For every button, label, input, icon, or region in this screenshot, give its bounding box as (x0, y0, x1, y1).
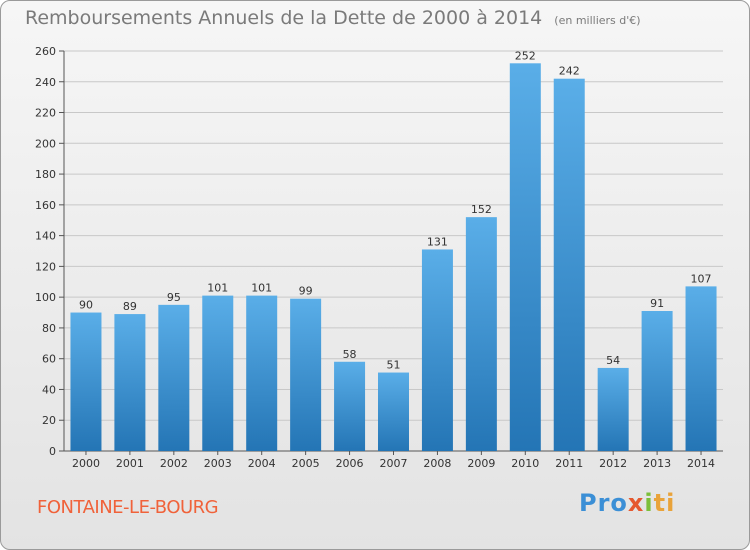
y-tick-label: 100 (35, 291, 56, 304)
x-tick-label-2008: 2008 (423, 457, 451, 470)
chart-title: Remboursements Annuels de la Dette de 20… (25, 7, 641, 29)
y-tick-label: 240 (35, 76, 56, 89)
x-tick-label-2002: 2002 (160, 457, 188, 470)
data-label-2004: 101 (251, 282, 272, 295)
data-label-2010: 252 (515, 49, 536, 62)
bar-2008 (421, 249, 453, 451)
bar-2007 (378, 372, 409, 451)
y-tick-label: 200 (35, 137, 56, 150)
data-label-2013: 91 (650, 297, 664, 310)
y-tick-label: 80 (42, 322, 56, 335)
bar-2009 (465, 217, 497, 451)
logo-part-4: ti (653, 489, 676, 517)
y-tick-label: 140 (35, 230, 56, 243)
x-tick-label-2014: 2014 (687, 457, 715, 470)
y-tick-label: 20 (42, 414, 56, 427)
data-label-2003: 101 (207, 282, 228, 295)
bar-2013 (641, 311, 673, 451)
x-tick-label-2009: 2009 (467, 457, 495, 470)
x-tick-label-2001: 2001 (116, 457, 144, 470)
bar-2005 (290, 298, 322, 451)
y-tick-label: 260 (35, 45, 56, 58)
y-tick-label: 0 (49, 445, 56, 458)
x-tick-label-2011: 2011 (555, 457, 583, 470)
bar-2012 (597, 367, 629, 451)
data-label-2012: 54 (606, 354, 620, 367)
data-label-2006: 58 (343, 348, 357, 361)
x-tick-label-2003: 2003 (204, 457, 232, 470)
bar-2014 (685, 286, 717, 451)
bar-2001 (114, 314, 146, 451)
chart-subtitle: (en milliers d'€) (554, 14, 641, 27)
x-tick-label-2000: 2000 (72, 457, 100, 470)
bar-2002 (158, 304, 190, 451)
chart-title-text: Remboursements Annuels de la Dette de 20… (25, 7, 543, 29)
data-label-2009: 152 (471, 203, 492, 216)
x-tick-label-2010: 2010 (511, 457, 539, 470)
y-tick-label: 40 (42, 383, 56, 396)
y-tick-label: 160 (35, 199, 56, 212)
y-tick-label: 60 (42, 353, 56, 366)
y-tick-label: 180 (35, 168, 56, 181)
x-tick-label-2005: 2005 (292, 457, 320, 470)
bar-2000 (70, 312, 102, 451)
x-tick-label-2006: 2006 (336, 457, 364, 470)
x-tick-label-2004: 2004 (248, 457, 276, 470)
data-label-2008: 131 (427, 235, 448, 248)
bar-2004 (246, 295, 278, 451)
bar-2011 (553, 78, 585, 451)
y-tick-label: 220 (35, 107, 56, 120)
proxiti-logo: Proxiti (579, 489, 675, 517)
bar-2010 (509, 63, 541, 452)
commune-name: FONTAINE-LE-BOURG (37, 497, 219, 518)
data-label-2002: 95 (167, 291, 181, 304)
data-label-2011: 242 (559, 65, 580, 78)
logo-part-2: x (627, 489, 645, 517)
logo-part-3: i (644, 489, 654, 517)
data-label-2001: 89 (123, 300, 137, 313)
y-tick-label: 120 (35, 260, 56, 273)
data-label-2007: 51 (387, 359, 401, 372)
bar-2006 (334, 361, 366, 451)
logo-part-1: Pro (579, 489, 628, 517)
x-tick-label-2013: 2013 (643, 457, 671, 470)
bar-2003 (202, 295, 234, 451)
x-tick-label-2012: 2012 (599, 457, 627, 470)
data-label-2005: 99 (299, 285, 313, 298)
data-label-2000: 90 (79, 299, 93, 312)
x-tick-label-2007: 2007 (380, 457, 408, 470)
data-label-2014: 107 (691, 272, 712, 285)
